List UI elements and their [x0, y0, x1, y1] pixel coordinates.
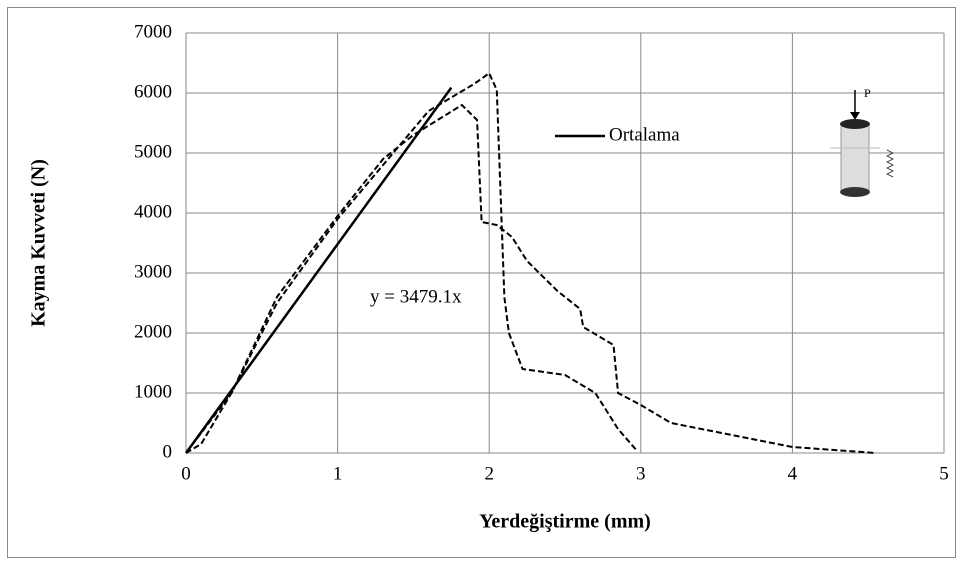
marks: Ortalama — [184, 71, 876, 454]
arrow-head — [850, 112, 860, 120]
x-tick-label: 1 — [333, 463, 343, 484]
legend-label: Ortalama — [609, 124, 680, 145]
y-tick-label: 3000 — [134, 261, 172, 282]
specimen-icon: P — [830, 86, 895, 197]
y-tick-label: 4000 — [134, 201, 172, 222]
inset-label: P — [864, 86, 871, 100]
x-tick-label: 2 — [484, 463, 494, 484]
spring — [885, 149, 895, 178]
cylinder-bottom — [840, 187, 870, 197]
x-tick-label: 0 — [181, 463, 191, 484]
y-tick-label: 7000 — [134, 21, 172, 42]
y-tick-label: 1000 — [134, 381, 172, 402]
y-tick-label: 0 — [163, 441, 173, 462]
cylinder-top — [840, 119, 870, 129]
trendline-equation: y = 3479.1x — [370, 286, 462, 307]
series-line — [185, 103, 876, 454]
y-tick-label: 2000 — [134, 321, 172, 342]
y-tick-label: 5000 — [134, 141, 172, 162]
x-tick-label: 4 — [788, 463, 798, 484]
y-axis-title: Kayma Kuvveti (N) — [28, 159, 50, 327]
x-axis-title: Yerdeğiştirme (mm) — [479, 511, 651, 533]
cylinder — [840, 123, 870, 193]
series-line — [184, 86, 453, 454]
y-tick-label: 6000 — [134, 81, 172, 102]
x-tick-label: 5 — [939, 463, 949, 484]
chart-frame — [7, 7, 956, 558]
series-line — [185, 71, 638, 454]
grid: 0 1000 2000 3000 4000 5000 6000 7000 0 1 2 3 4 5 — [134, 21, 949, 484]
x-tick-label: 3 — [636, 463, 646, 484]
